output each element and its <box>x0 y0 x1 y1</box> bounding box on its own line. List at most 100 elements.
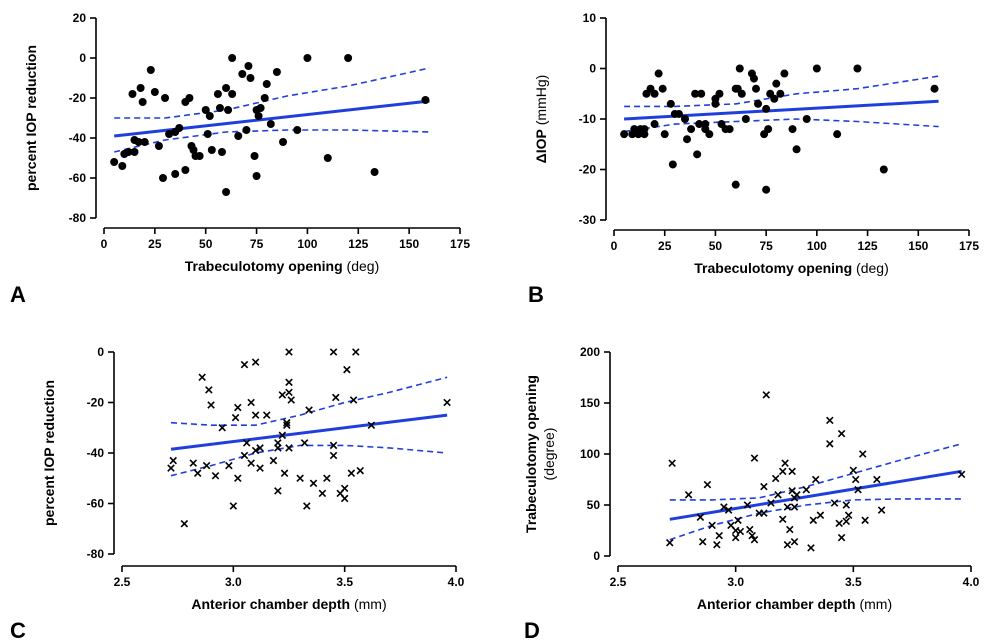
ci-upper-line <box>170 376 448 426</box>
panel-a: 20 0 -20 -40 -60 -80 0 25 50 75 100 125 150 175 Trabec… <box>10 11 470 307</box>
data-point <box>340 494 349 503</box>
data-point-stroke <box>283 418 291 427</box>
data-point <box>788 125 797 134</box>
data-point <box>274 487 282 495</box>
data-point <box>171 170 180 178</box>
x-tick-label: 150 <box>908 239 928 253</box>
data-point <box>138 98 147 106</box>
data-point-stroke <box>305 406 313 414</box>
data-point <box>783 541 792 549</box>
data-point <box>833 130 842 139</box>
panel-letter: D <box>524 618 540 642</box>
data-point <box>776 89 785 98</box>
data-point <box>247 459 255 467</box>
x-axis-label-main: Anterior chamber depth <box>191 596 350 612</box>
data-point <box>130 148 139 156</box>
data-point-stroke <box>703 480 712 489</box>
data-point-stroke <box>234 474 242 483</box>
data-point <box>323 154 332 162</box>
data-point <box>329 441 338 450</box>
data-point <box>272 68 281 76</box>
data-point <box>802 115 811 123</box>
data-point-stroke <box>793 491 801 499</box>
y-tick-label: 0 <box>97 345 104 359</box>
data-point-stroke <box>303 502 311 510</box>
data-point-stroke <box>835 519 843 528</box>
data-point <box>222 84 231 92</box>
panel-b: 100-10-20-300 25 50 75 100 125 150 175Trabeculo… <box>528 11 979 307</box>
data-point-stroke <box>809 516 818 525</box>
x-tick-label: 3.5 <box>845 575 862 589</box>
data-point-stroke <box>830 499 839 507</box>
data-point <box>140 138 149 146</box>
x-axis-label-unit: (deg) <box>343 258 380 274</box>
data-point-stroke <box>285 378 293 387</box>
data-point <box>225 461 233 470</box>
data-point <box>802 485 811 494</box>
data-point-stroke <box>256 464 264 472</box>
x-axis-label: Anterior chamber depth (mm) <box>697 596 892 612</box>
data-point <box>356 466 365 475</box>
x-tick-label: 2.5 <box>114 575 131 589</box>
x-tick-label: 125 <box>858 239 878 253</box>
data-point <box>746 525 754 534</box>
panel-letter: B <box>528 282 544 307</box>
data-point-stroke <box>807 544 815 552</box>
data-point <box>708 521 716 530</box>
panel-letter: A <box>10 282 26 307</box>
data-point <box>854 485 862 494</box>
y-tick-label: 150 <box>580 396 600 410</box>
data-point-stroke <box>285 388 293 397</box>
data-point <box>666 99 675 108</box>
data-point-stroke <box>229 502 238 510</box>
data-point-stroke <box>957 470 966 479</box>
data-point-stroke <box>296 474 304 483</box>
data-point <box>150 88 159 96</box>
data-point <box>734 516 742 525</box>
data-point-stroke <box>309 479 318 488</box>
y-tick-label: 100 <box>580 447 600 461</box>
data-point-stroke <box>767 499 775 507</box>
data-point <box>300 439 309 447</box>
data-point-stroke <box>262 411 271 419</box>
data-point-stroke <box>778 467 787 476</box>
x-axis-label-main: Trabeculotomy opening <box>694 260 852 276</box>
data-point <box>770 94 779 103</box>
ci-lower-line <box>114 129 430 153</box>
data-point <box>213 90 222 98</box>
data-point <box>683 135 692 144</box>
data-point <box>110 158 119 166</box>
data-point <box>771 474 780 483</box>
data-point <box>762 391 771 399</box>
x-tick-label: 0 <box>611 239 618 253</box>
data-point <box>443 398 451 407</box>
data-point <box>684 491 693 499</box>
panel-d: 200 150 100 50 0 2.5 3.0 3.5 4.0 Anterior chamber… <box>523 345 980 642</box>
data-point <box>830 499 839 507</box>
x-axis-label: Trabeculotomy opening (deg) <box>694 260 888 276</box>
data-point-stroke <box>251 411 260 419</box>
y-axis-label-main: percent IOP reduction <box>41 380 57 526</box>
data-point <box>668 160 677 169</box>
data-point <box>207 401 215 409</box>
x-tick-label: 3.0 <box>727 575 744 589</box>
data-point <box>229 502 238 510</box>
data-point <box>370 168 379 176</box>
data-point <box>842 501 851 509</box>
data-point <box>837 533 846 542</box>
x-axis-label: Anterior chamber depth (mm) <box>191 596 386 612</box>
data-point <box>154 142 163 150</box>
data-point <box>285 378 293 387</box>
data-point <box>752 84 760 93</box>
data-point <box>181 166 190 174</box>
y-tick-label: 0 <box>593 549 600 563</box>
data-point-stroke <box>696 513 705 522</box>
data-point <box>189 146 198 154</box>
data-point-stroke <box>329 441 338 450</box>
data-point <box>764 125 773 134</box>
y-axis-label-main: ΔIOP <box>533 129 549 163</box>
data-point <box>783 503 792 511</box>
x-axis-label-unit: (mm) <box>350 596 387 612</box>
regression-line <box>669 469 962 521</box>
y-axis-label-unit: (mmHg) <box>533 75 549 129</box>
